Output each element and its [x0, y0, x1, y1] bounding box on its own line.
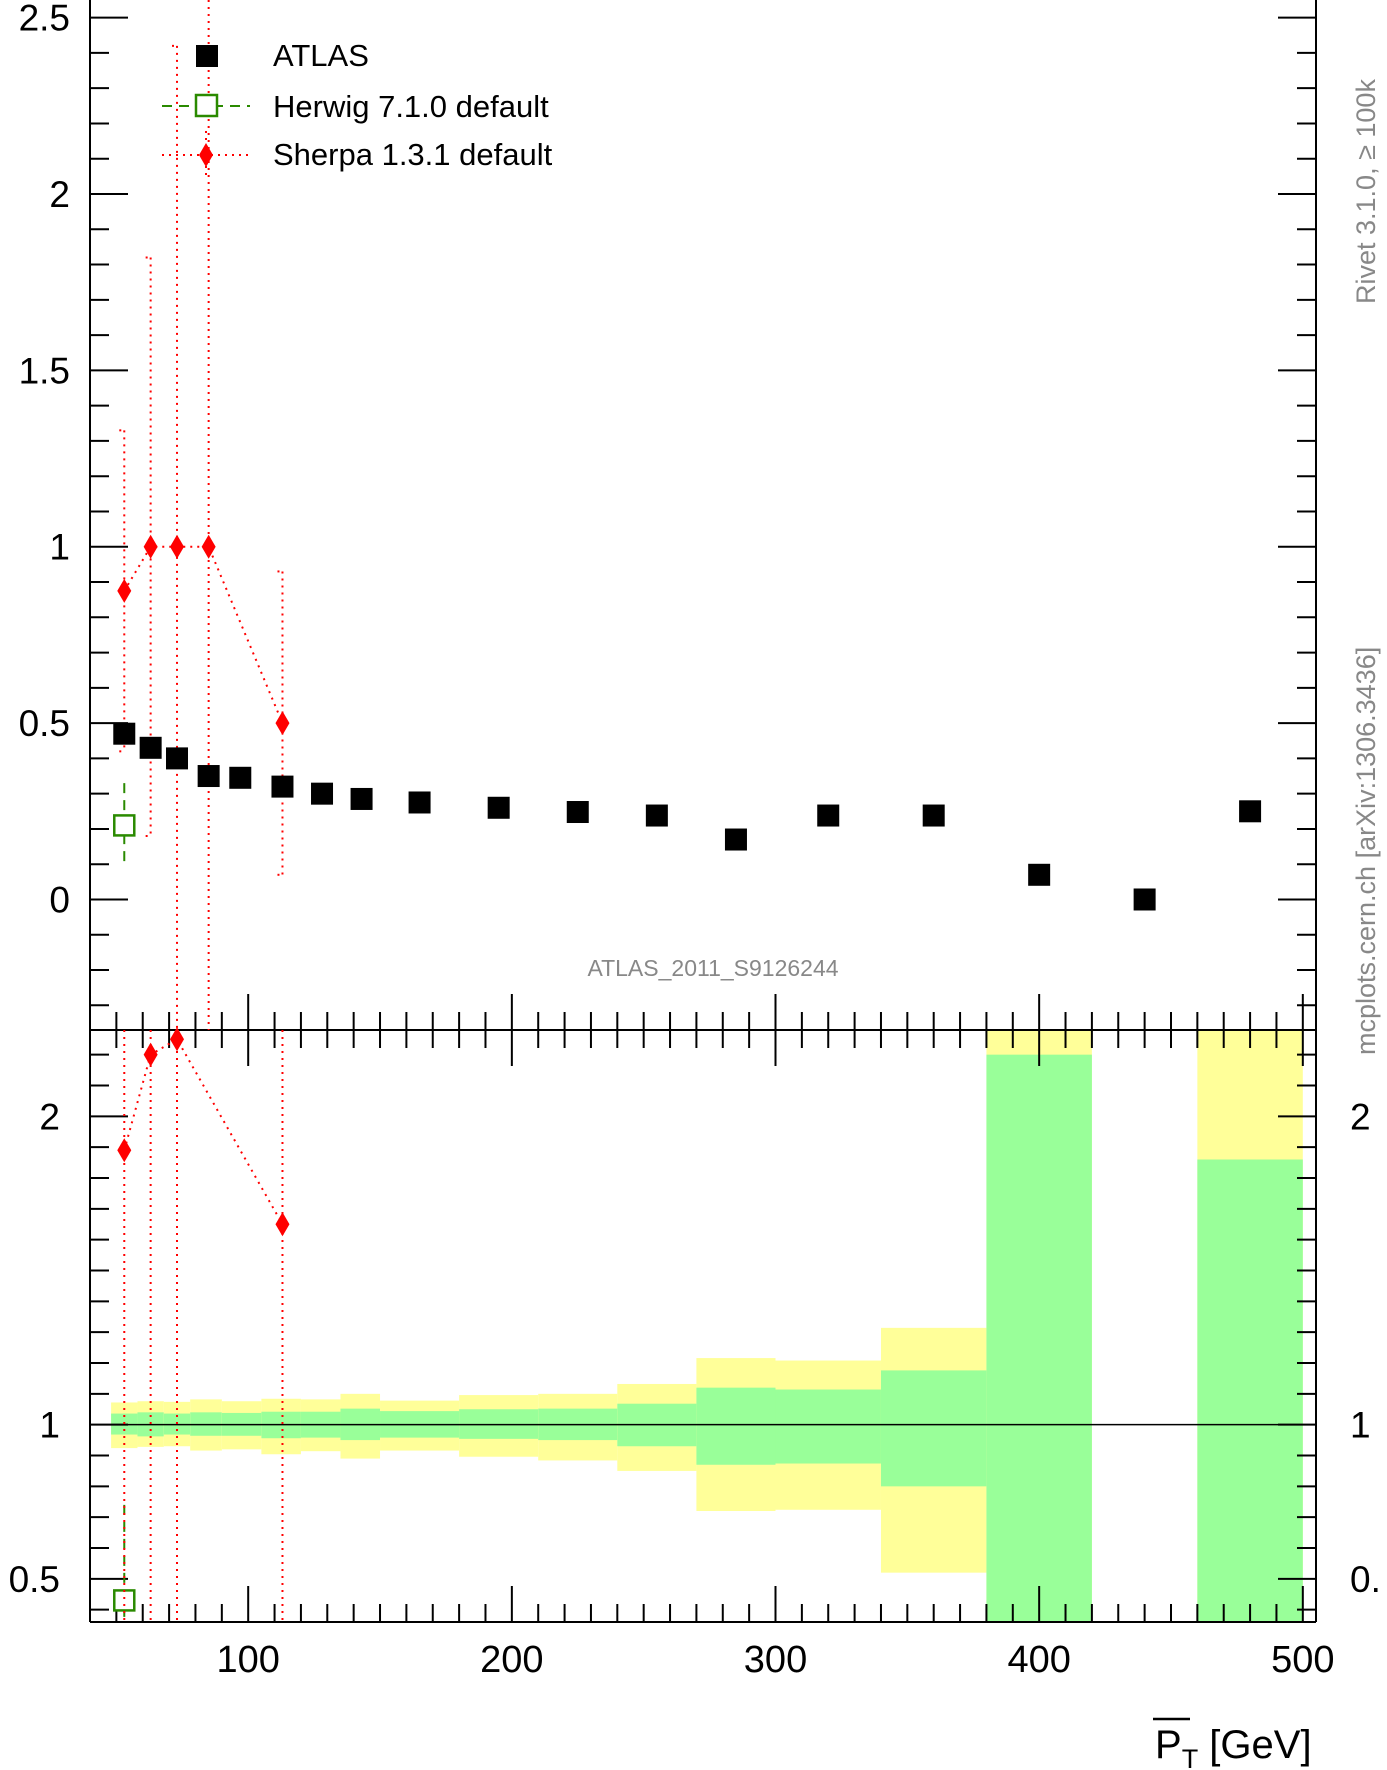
ratio-sherpa-point — [117, 1138, 132, 1163]
legend-atlas-label: ATLAS — [273, 38, 369, 73]
main-y-tick-label: 0.5 — [19, 703, 70, 744]
legend-entry-herwig: Herwig 7.1.0 default — [162, 89, 549, 124]
main-atlas-point — [139, 736, 162, 759]
ratio-uncertainty-bands — [111, 1030, 1303, 1622]
main-atlas-point — [350, 787, 373, 810]
main-atlas-point — [197, 765, 220, 788]
main-y-tick-label: 2.5 — [19, 0, 70, 39]
legend-herwig-marker — [194, 93, 219, 118]
analysis-label: ATLAS_2011_S9126244 — [587, 955, 838, 981]
main-panel-frame — [89, 0, 1317, 1030]
x-axis: 100 200 300 400 500 — [115, 994, 1335, 1681]
legend-herwig-label: Herwig 7.1.0 default — [273, 89, 549, 124]
legend-sherpa-marker — [199, 143, 213, 167]
ratio-sherpa-point — [170, 1027, 185, 1052]
main-atlas-point — [408, 791, 431, 814]
legend-sherpa-label: Sherpa 1.3.1 default — [273, 137, 553, 172]
ratio-band-inner — [696, 1387, 776, 1465]
side-label-top: Rivet 3.1.0, ≥ 100k — [1351, 79, 1381, 304]
main-atlas-point — [487, 796, 510, 819]
main-sherpa-point — [117, 578, 132, 603]
main-y-tick-label: 1 — [49, 527, 70, 568]
main-sherpa-line — [123, 545, 284, 724]
ratio-panel-axes: 0.5 1 2 0. 1 2 — [9, 1053, 1381, 1611]
ratio-y-tick-label: 0.5 — [9, 1559, 60, 1600]
x-tick-label: 200 — [480, 1639, 543, 1681]
ratio-herwig-point — [113, 1589, 136, 1612]
main-atlas-point — [1133, 888, 1156, 911]
main-atlas-point — [229, 766, 252, 789]
ratio-y-tick-label: 2 — [39, 1096, 60, 1137]
main-y-tick-label: 0 — [49, 879, 70, 920]
x-axis-title: PT [GeV] — [1153, 1717, 1312, 1770]
ratio-panel-series — [113, 1027, 290, 1622]
ratio-sherpa-point — [143, 1042, 158, 1067]
x-tick-label: 500 — [1271, 1639, 1334, 1681]
x-axis-title-main: P — [1155, 1723, 1182, 1767]
main-y-tick-label: 2 — [49, 174, 70, 215]
main-atlas-point — [566, 801, 589, 824]
ratio-sherpa-point — [275, 1212, 290, 1237]
legend-atlas-marker — [196, 45, 218, 67]
main-sherpa-point — [143, 534, 158, 559]
ratio-sherpa-line — [123, 1037, 284, 1225]
main-atlas-point — [271, 775, 294, 798]
ratio-band-inner — [1197, 1159, 1303, 1622]
main-panel-axes: 0 0.5 1 1.5 2 2.5 — [19, 0, 1316, 1007]
x-tick-label: 100 — [216, 1639, 279, 1681]
ratio-band-inner — [775, 1389, 881, 1464]
main-atlas-point — [922, 804, 945, 827]
ratio-y-tick-label: 1 — [39, 1405, 60, 1446]
legend-entry-atlas: ATLAS — [196, 38, 369, 73]
main-sherpa-point — [170, 534, 185, 559]
x-axis-title-subscript: T — [1182, 1744, 1199, 1770]
main-atlas-point — [311, 782, 334, 805]
x-tick-label: 400 — [1007, 1639, 1070, 1681]
ratio-band-inner — [986, 1054, 1092, 1622]
side-label-bottom: mcplots.cern.ch [arXiv:1306.3436] — [1351, 647, 1381, 1055]
main-panel-series — [113, 0, 1262, 1030]
main-sherpa-point — [275, 711, 290, 736]
main-herwig-point — [113, 814, 136, 837]
ratio-band-inner — [880, 1370, 987, 1487]
legend: ATLAS Herwig 7.1.0 default Sherpa 1.3.1 … — [162, 38, 553, 179]
main-atlas-point — [1028, 863, 1051, 886]
x-tick-label: 300 — [744, 1639, 807, 1681]
ratio-y-tick-label-right: 0. — [1350, 1559, 1381, 1600]
main-atlas-point — [817, 804, 840, 827]
ratio-y-tick-label-right: 2 — [1350, 1096, 1371, 1137]
main-atlas-point — [724, 828, 747, 851]
main-atlas-point — [1239, 800, 1262, 823]
x-axis-title-text: PT [GeV] — [1155, 1723, 1312, 1770]
x-axis-title-unit: [GeV] — [1198, 1723, 1311, 1767]
ratio-panel-frame — [89, 1029, 1317, 1623]
ratio-y-tick-label-right: 1 — [1350, 1405, 1371, 1446]
main-y-tick-label: 1.5 — [19, 350, 70, 391]
main-sherpa-point — [201, 534, 216, 559]
legend-entry-sherpa: Sherpa 1.3.1 default — [162, 131, 553, 179]
main-atlas-point — [113, 722, 136, 745]
main-atlas-point — [645, 804, 668, 827]
main-atlas-point — [166, 747, 189, 770]
